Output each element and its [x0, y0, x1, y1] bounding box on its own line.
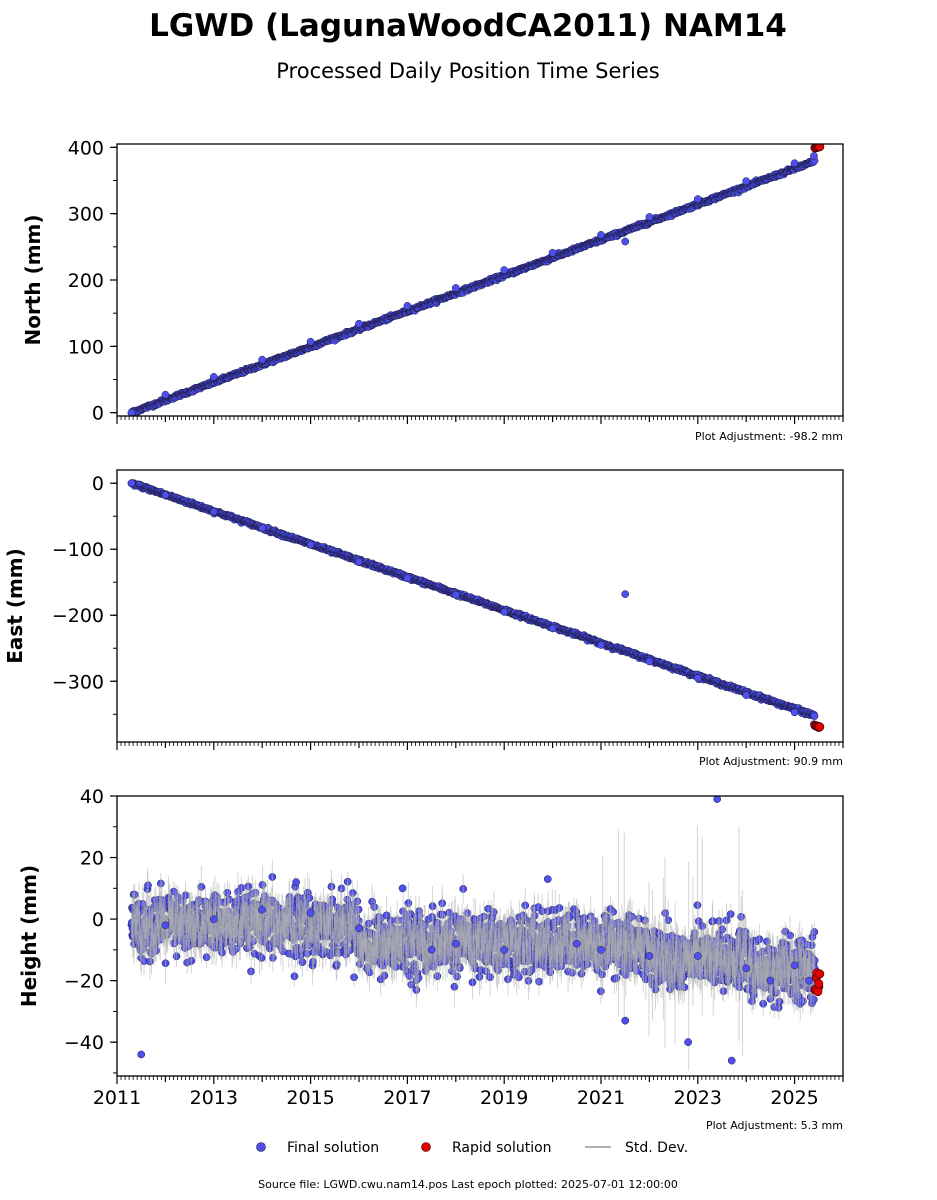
y-tick-label: 300 — [68, 204, 104, 226]
y-tick-label: −300 — [52, 671, 104, 693]
y-tick-label: 100 — [68, 336, 104, 358]
final-solution-point — [161, 390, 170, 399]
final-solution-point — [790, 159, 799, 168]
rapid-solution-point — [815, 722, 825, 732]
panels: 0 100 200 300 400 North (mm) Plot Adjustment: … — [3, 137, 844, 1132]
final-solution-point — [306, 337, 315, 346]
final-solution-point — [597, 641, 605, 649]
final-solution-point — [597, 231, 605, 239]
final-solution-point — [742, 177, 751, 186]
panel-east: 0 −100 −200 −300 East (mm) Plot Adjustment: 9… — [3, 469, 844, 768]
y-tick-label: −200 — [52, 605, 104, 627]
plot-area — [127, 144, 825, 416]
final-solution-point — [127, 408, 136, 416]
final-solution-point — [621, 237, 630, 246]
final-solution-point — [451, 590, 460, 599]
daily-cloud — [127, 479, 819, 720]
axes-frame — [116, 469, 844, 743]
y-axis-label: East (mm) — [3, 548, 27, 664]
final-solution-point — [500, 266, 509, 274]
daily-cloud — [127, 156, 819, 416]
y-tick-label: 400 — [68, 137, 104, 159]
y-tick-label: 0 — [92, 473, 104, 495]
figure-subtitle: Processed Daily Position Time Series — [276, 59, 660, 83]
final-solution-point — [451, 284, 460, 292]
final-solution-point — [258, 355, 267, 364]
plot-adjustment-note: Plot Adjustment: -98.2 mm — [695, 430, 843, 443]
y-tick-label: 200 — [68, 270, 104, 292]
plot-area — [127, 796, 825, 1071]
y-tick-label: 0 — [92, 403, 104, 425]
rapid-solution-point — [815, 144, 825, 152]
final-solution-point — [403, 302, 412, 310]
final-solution-point — [548, 624, 557, 633]
final-solution-point — [645, 213, 654, 221]
final-solution-point — [742, 691, 751, 699]
final-solution-point — [209, 373, 218, 381]
final-solution-point — [693, 674, 702, 682]
final-solution-point — [645, 657, 654, 666]
final-solution-point — [209, 507, 218, 516]
plot-adjustment-note: Plot Adjustment: 90.9 mm — [699, 755, 843, 768]
final-solution-point — [548, 248, 557, 257]
plot-area — [127, 479, 825, 732]
final-solution-point — [810, 152, 818, 160]
final-solution-point — [403, 574, 412, 583]
final-solution-point — [500, 608, 509, 616]
final-solution-point — [306, 540, 315, 549]
y-axis-label: North (mm) — [21, 214, 45, 345]
final-solution-point — [258, 524, 267, 532]
final-solution-point — [355, 319, 363, 328]
panel-north: 0 100 200 300 400 North (mm) Plot Adjustment: … — [21, 137, 844, 443]
final-solution-point — [790, 708, 799, 717]
daily-point — [810, 712, 819, 720]
final-solution-point — [693, 195, 702, 203]
y-tick-label: −100 — [52, 539, 104, 561]
final-solution-point — [355, 557, 363, 566]
figure-title: LGWD (LagunaWoodCA2011) NAM14 — [149, 8, 787, 44]
final-solution-point — [621, 590, 630, 598]
final-solution-point — [161, 491, 170, 499]
final-solution-point — [127, 479, 136, 488]
